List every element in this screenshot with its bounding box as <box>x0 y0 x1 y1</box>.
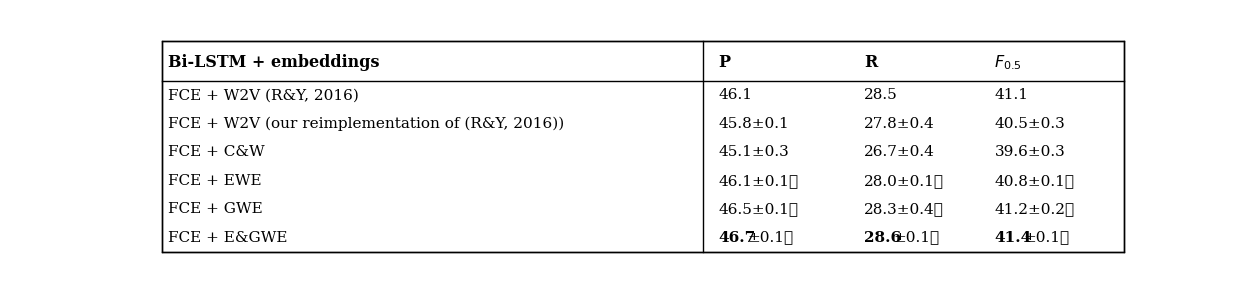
Text: P: P <box>719 54 731 71</box>
Text: 39.6±0.3: 39.6±0.3 <box>994 145 1065 159</box>
Text: ±0.1★: ±0.1★ <box>747 231 794 245</box>
Text: 41.2±0.2★: 41.2±0.2★ <box>994 202 1075 216</box>
Text: R: R <box>864 54 878 71</box>
Text: 46.1±0.1★: 46.1±0.1★ <box>719 174 799 188</box>
Text: 41.4: 41.4 <box>994 231 1032 245</box>
Text: FCE + W2V (our reimplementation of (R&Y, 2016)): FCE + W2V (our reimplementation of (R&Y,… <box>168 117 564 131</box>
Text: 46.7: 46.7 <box>719 231 756 245</box>
Text: 46.5±0.1★: 46.5±0.1★ <box>719 202 799 216</box>
Text: ±0.1★: ±0.1★ <box>893 231 939 245</box>
Text: 26.7±0.4: 26.7±0.4 <box>864 145 935 159</box>
Text: 45.1±0.3: 45.1±0.3 <box>719 145 789 159</box>
Text: FCE + C&W: FCE + C&W <box>168 145 265 159</box>
Text: 41.1: 41.1 <box>994 88 1028 102</box>
Text: 45.8±0.1: 45.8±0.1 <box>719 117 789 131</box>
Text: 40.5±0.3: 40.5±0.3 <box>994 117 1065 131</box>
Text: 40.8±0.1★: 40.8±0.1★ <box>994 174 1075 188</box>
Text: 27.8±0.4: 27.8±0.4 <box>864 117 935 131</box>
Text: 28.3±0.4★: 28.3±0.4★ <box>864 202 944 216</box>
Text: FCE + EWE: FCE + EWE <box>168 174 262 188</box>
Text: 28.5: 28.5 <box>864 88 898 102</box>
Text: ±0.1★: ±0.1★ <box>1023 231 1070 245</box>
Text: FCE + GWE: FCE + GWE <box>168 202 263 216</box>
Text: $\mathit{F}_{0.5}$: $\mathit{F}_{0.5}$ <box>994 53 1022 72</box>
Text: Bi-LSTM + embeddings: Bi-LSTM + embeddings <box>168 54 380 71</box>
Text: FCE + W2V (R&Y, 2016): FCE + W2V (R&Y, 2016) <box>168 88 360 102</box>
Text: 46.1: 46.1 <box>719 88 752 102</box>
Text: 28.0±0.1★: 28.0±0.1★ <box>864 174 944 188</box>
Text: FCE + E&GWE: FCE + E&GWE <box>168 231 288 245</box>
Text: 28.6: 28.6 <box>864 231 902 245</box>
